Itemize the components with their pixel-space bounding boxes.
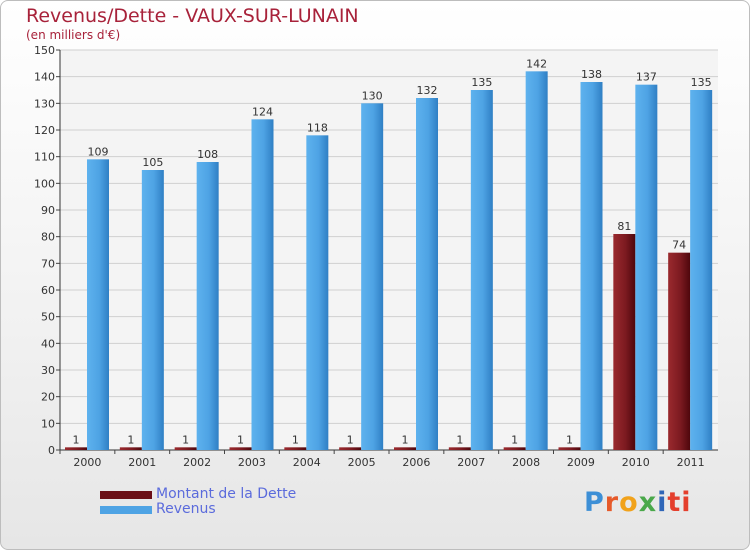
data-label-revenus-2009: 138 [581,68,602,81]
data-label-revenus-2003: 124 [252,105,273,118]
bar-revenus-2011 [690,90,713,450]
data-label-dette-2006: 1 [402,433,409,446]
x-tick-label: 2009 [567,456,595,469]
bar-revenus-2007 [470,90,493,450]
bar-dette-2004 [284,447,307,450]
x-tick-label: 2005 [348,456,376,469]
y-tick-label: 100 [34,177,55,190]
x-tick-label: 2008 [512,456,540,469]
data-label-dette-2011: 74 [672,239,686,252]
legend-label-revenus: Revenus [156,501,216,517]
y-tick-label: 10 [41,417,55,430]
proxiti-logo: Proxiti [584,487,692,518]
y-tick-label: 110 [34,151,55,164]
y-tick-label: 20 [41,391,55,404]
legend-swatch-dette [100,491,152,499]
plot-area [60,50,718,450]
y-tick-label: 70 [41,257,55,270]
bar-dette-2007 [448,447,471,450]
bar-dette-2011 [668,252,691,450]
bar-dette-2009 [558,447,581,450]
bar-dette-2005 [339,447,362,450]
y-tick-label: 150 [34,44,55,57]
data-label-dette-2007: 1 [456,433,463,446]
y-tick-label: 140 [34,71,55,84]
y-tick-label: 40 [41,337,55,350]
y-tick-label: 80 [41,231,55,244]
data-label-revenus-2002: 108 [197,148,218,161]
data-label-revenus-2007: 135 [471,76,492,89]
y-tick-label: 30 [41,364,55,377]
bar-revenus-2001 [141,170,164,450]
bar-revenus-2003 [251,119,274,450]
data-label-revenus-2010: 137 [636,71,657,84]
bar-revenus-2006 [416,98,438,450]
y-tick-label: 60 [41,284,55,297]
x-tick-label: 2002 [183,456,211,469]
y-tick-label: 50 [41,311,55,324]
bar-dette-2006 [394,447,416,450]
data-label-revenus-2011: 135 [691,76,712,89]
y-tick-label: 130 [34,97,55,110]
legend-swatch-revenus [100,506,152,514]
bar-dette-2002 [174,447,197,450]
data-label-dette-2009: 1 [566,433,573,446]
x-tick-label: 2010 [622,456,650,469]
y-tick-label: 120 [34,124,55,137]
bar-dette-2003 [229,447,252,450]
x-tick-label: 2006 [402,456,430,469]
bar-dette-2000 [65,447,87,450]
x-tick-label: 2001 [128,456,156,469]
data-label-dette-2010: 81 [617,220,631,233]
bar-revenus-2008 [525,71,548,450]
chart-subtitle: (en milliers d'€) [26,28,121,42]
data-label-dette-2003: 1 [237,433,244,446]
y-tick-label: 0 [48,444,55,457]
data-label-dette-2008: 1 [511,433,518,446]
bar-dette-2008 [503,447,526,450]
chart-title: Revenus/Dette - VAUX-SUR-LUNAIN [26,5,359,27]
data-label-revenus-2004: 118 [307,121,328,134]
data-label-revenus-2001: 105 [142,156,163,169]
x-tick-label: 2007 [457,456,485,469]
x-tick-label: 2004 [293,456,321,469]
y-tick-label: 90 [41,204,55,217]
data-label-dette-2000: 1 [73,433,80,446]
bar-dette-2010 [613,234,636,450]
data-label-dette-2002: 1 [182,433,189,446]
x-tick-label: 2003 [238,456,266,469]
bar-revenus-2009 [580,82,603,450]
bar-revenus-2000 [87,159,109,451]
bar-revenus-2005 [361,103,384,450]
bar-dette-2001 [119,447,142,450]
data-label-dette-2004: 1 [292,433,299,446]
x-tick-label: 2011 [677,456,705,469]
bar-revenus-2004 [306,135,329,451]
data-label-revenus-2005: 130 [362,89,383,102]
legend-label-dette: Montant de la Dette [156,486,297,502]
x-tick-label: 2000 [73,456,101,469]
bar-revenus-2002 [196,162,219,450]
data-label-revenus-2006: 132 [417,84,438,97]
bar-revenus-2010 [635,84,658,451]
data-label-dette-2005: 1 [347,433,354,446]
data-label-revenus-2008: 142 [526,57,547,70]
data-label-dette-2001: 1 [127,433,134,446]
data-label-revenus-2000: 109 [88,145,109,158]
